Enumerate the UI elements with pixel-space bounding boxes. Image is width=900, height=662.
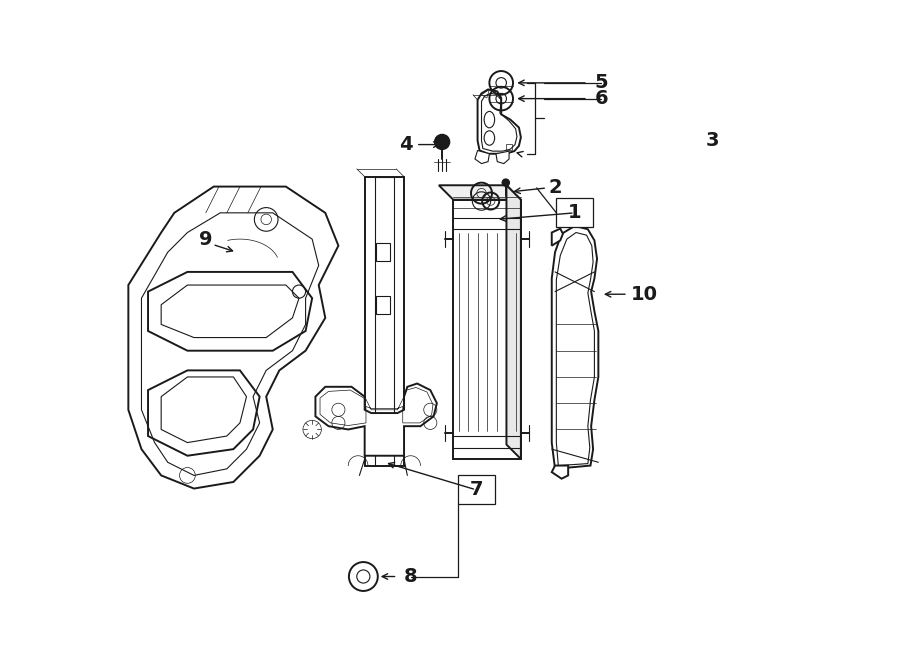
Bar bbox=[458, 475, 495, 504]
Bar bbox=[506, 144, 512, 150]
Text: 7: 7 bbox=[470, 481, 483, 499]
Polygon shape bbox=[552, 465, 568, 479]
Text: 8: 8 bbox=[404, 567, 418, 586]
Bar bbox=[376, 243, 391, 261]
Polygon shape bbox=[439, 185, 521, 200]
Polygon shape bbox=[129, 187, 338, 489]
Polygon shape bbox=[148, 272, 312, 351]
Bar bbox=[556, 199, 593, 227]
Polygon shape bbox=[496, 151, 509, 164]
Text: 10: 10 bbox=[631, 285, 658, 304]
Polygon shape bbox=[315, 383, 436, 455]
Polygon shape bbox=[552, 226, 599, 469]
Polygon shape bbox=[454, 200, 521, 459]
Circle shape bbox=[435, 135, 449, 149]
Circle shape bbox=[502, 179, 509, 186]
Text: 1: 1 bbox=[568, 203, 581, 222]
Polygon shape bbox=[507, 185, 521, 459]
Polygon shape bbox=[475, 150, 490, 164]
Polygon shape bbox=[478, 89, 521, 154]
Polygon shape bbox=[552, 228, 562, 246]
Text: 5: 5 bbox=[594, 73, 608, 93]
Text: 3: 3 bbox=[706, 131, 719, 150]
Polygon shape bbox=[148, 370, 259, 455]
Text: 2: 2 bbox=[548, 178, 562, 197]
Text: 9: 9 bbox=[199, 230, 212, 249]
Text: 4: 4 bbox=[399, 135, 412, 154]
Bar bbox=[376, 295, 391, 314]
Text: 6: 6 bbox=[594, 89, 608, 108]
